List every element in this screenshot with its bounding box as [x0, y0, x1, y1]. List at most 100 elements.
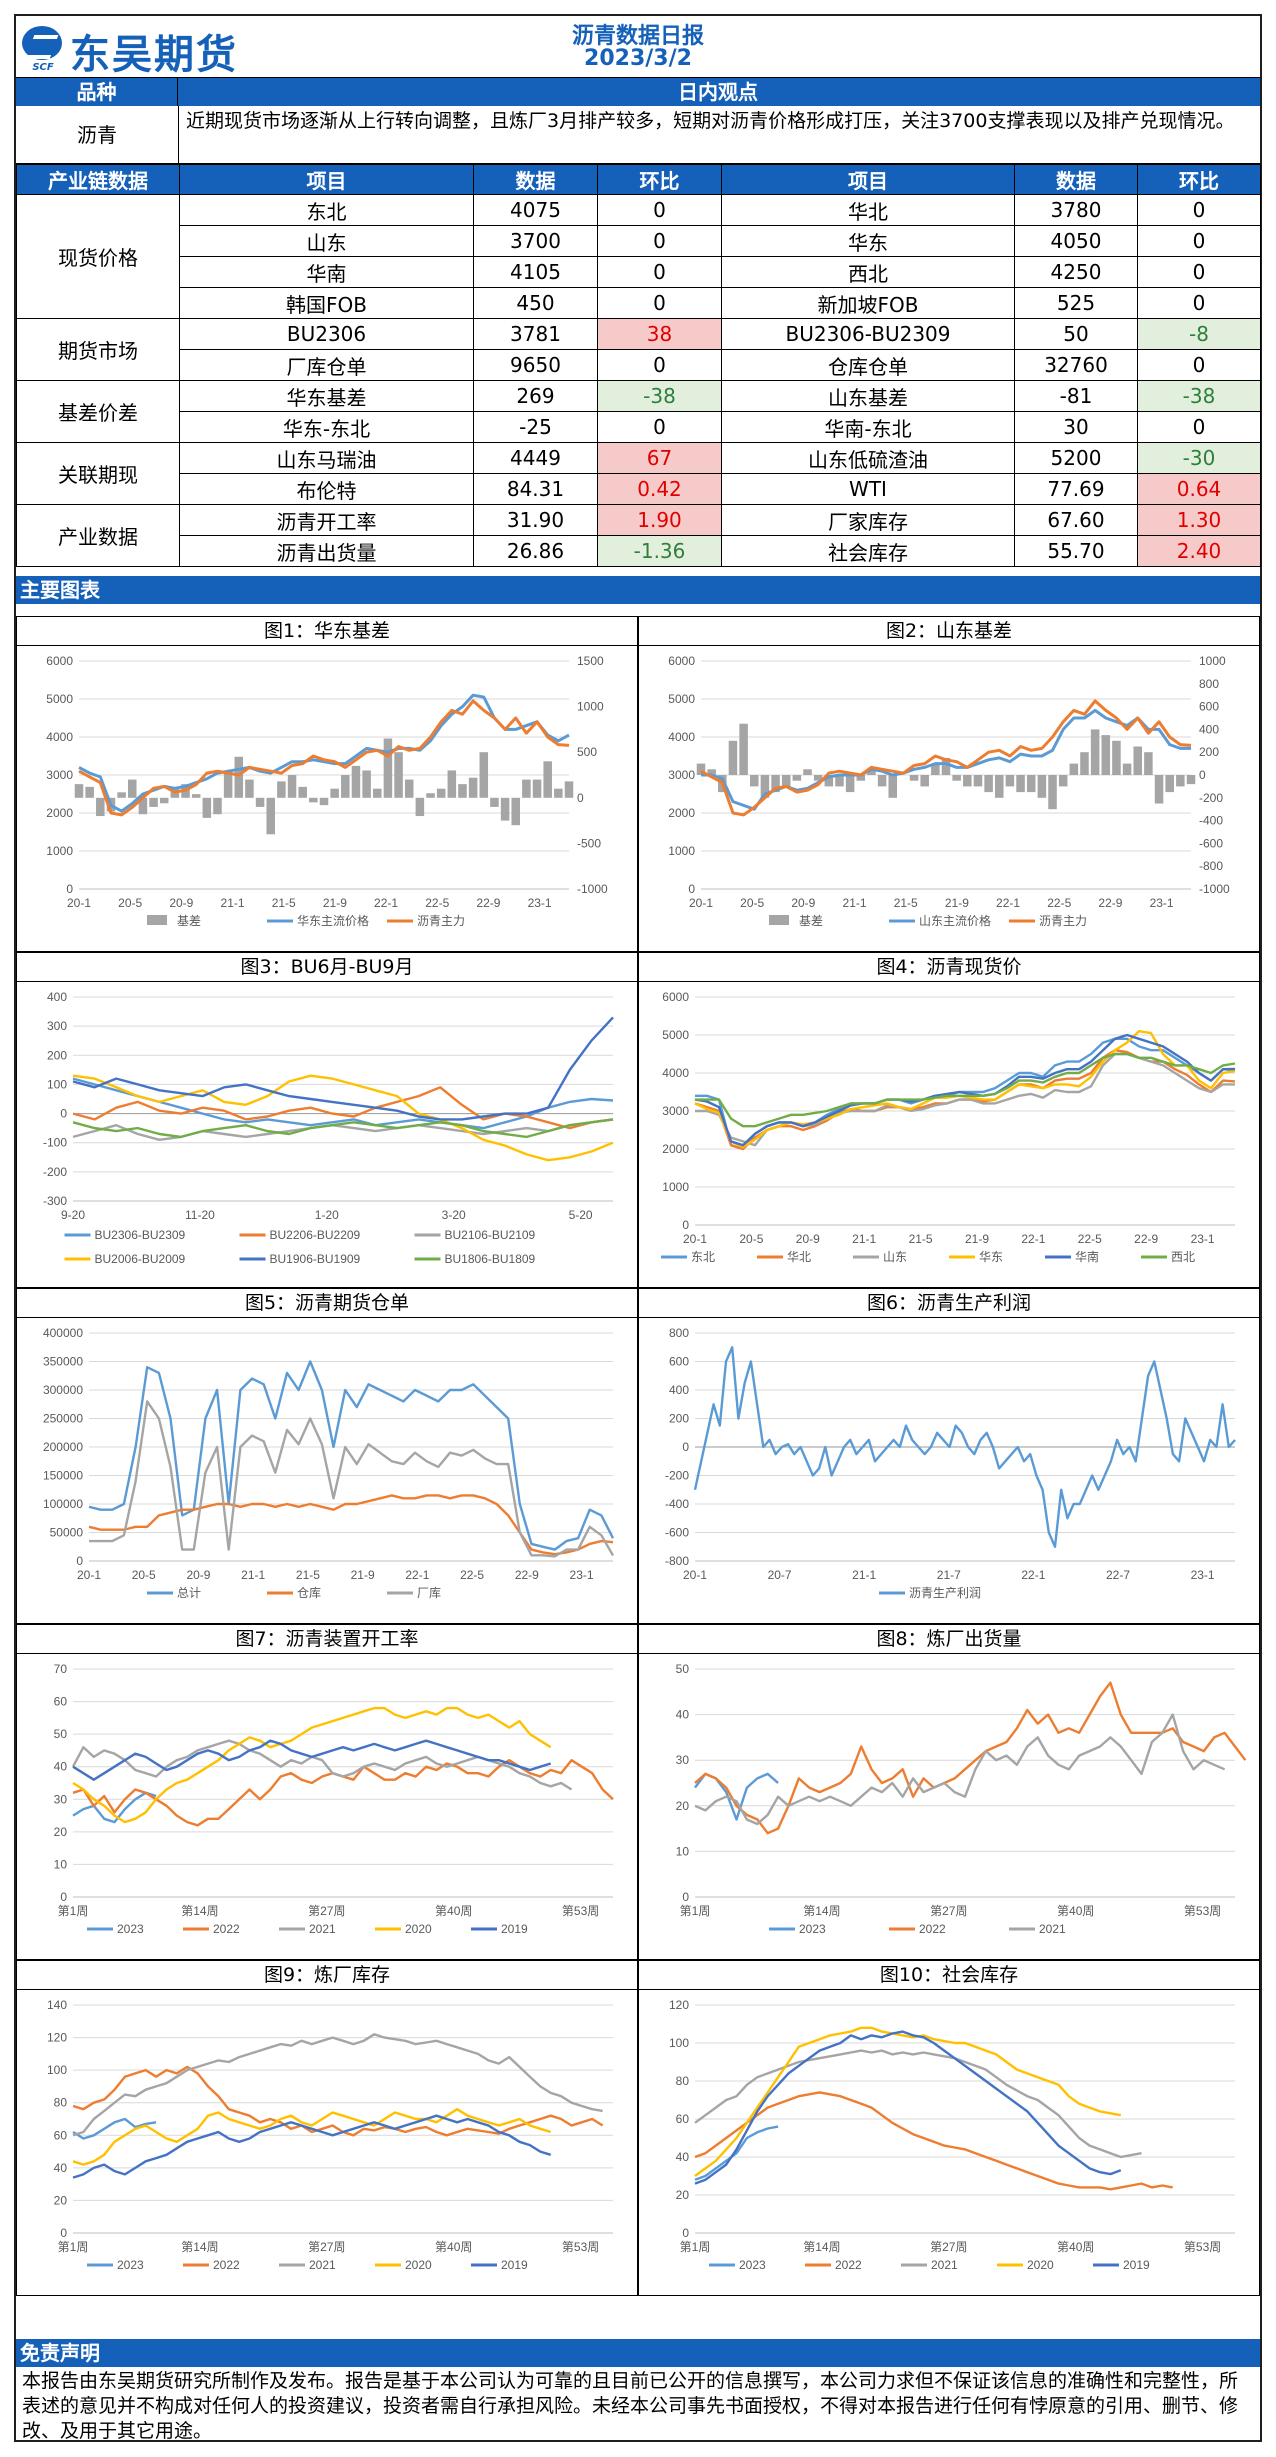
legend-item: 仓库 [267, 1585, 321, 1600]
chart-c5: 图5：沥青期货仓单 0 50000 100000 150000 200000 250000 3… [16, 1288, 638, 1624]
y-tick-label: 0 [76, 1554, 83, 1568]
y-tick-label: 20 [676, 1799, 690, 1813]
x-tick-label: 第1周 [58, 1904, 89, 1918]
y-tick-label: 120 [47, 2031, 67, 2045]
y-tick-label: 50 [54, 1727, 68, 1741]
bar-mark [696, 763, 706, 775]
table-row: 山东 3700 0 华东 4050 0 [17, 225, 1261, 257]
table-row: 华南 4105 0 西北 4250 0 [17, 256, 1261, 288]
series-line [71, 1739, 573, 1791]
change-cell: -38 [597, 380, 722, 412]
bar-mark [500, 797, 510, 821]
legend-item: BU2106-BU2109 [414, 1228, 536, 1242]
x-tick-label: 20-7 [768, 1568, 792, 1582]
series-line [72, 2107, 552, 2166]
group-name: 现货价格 [16, 194, 180, 319]
y-tick-label: -800 [665, 1554, 689, 1568]
x-tick-label: 22-9 [476, 896, 500, 910]
chart-svg: 0100020003000400050006000-1000-800-600-4… [668, 654, 1230, 928]
legend-label: 2023 [799, 1922, 826, 1936]
bar-mark [426, 793, 435, 798]
series-line [694, 1030, 1236, 1149]
x-tick-label: 20-9 [186, 1568, 210, 1582]
x-tick-label: 22-5 [1078, 1232, 1102, 1246]
y-tick-label: -100 [43, 1136, 67, 1150]
bar-mark [803, 769, 812, 775]
y-tick-label: 200000 [43, 1440, 83, 1454]
value-cell: 269 [473, 380, 598, 412]
y-tick-label: 3000 [662, 1104, 689, 1118]
chart-title: 图2：山东基差 [639, 617, 1259, 646]
change-cell: 0.64 [1137, 473, 1261, 505]
y-tick-label: 1000 [668, 844, 695, 858]
bar-mark [159, 797, 169, 804]
x-tick-label: 11-20 [185, 1208, 215, 1222]
legend-item: 2020 [997, 2258, 1054, 2272]
legend-label: 2019 [1123, 2258, 1150, 2272]
item-cell: 山东低硫渣油 [721, 442, 1015, 474]
chart-title: 图7：沥青装置开工率 [17, 1625, 637, 1654]
bar-mark [458, 784, 467, 798]
y-tick-label: 20 [54, 2193, 68, 2207]
item-cell: 东北 [179, 194, 474, 226]
legend-label: BU2206-BU2209 [270, 1228, 361, 1242]
intraday-product: 沥青 [16, 106, 179, 164]
y-tick-label: -200 [665, 1469, 689, 1483]
series-line [694, 2026, 1122, 2177]
x-tick-label: 第53周 [562, 1904, 599, 1918]
legend-label: 华南 [1075, 1249, 1099, 1264]
legend-item: 基差 [147, 914, 201, 928]
change-cell: 0 [597, 287, 722, 319]
x-tick-label: 21-7 [937, 1568, 961, 1582]
legend-label: 华东主流价格 [297, 913, 369, 928]
item-cell: 厂库仓单 [179, 349, 474, 381]
table-header: 项目 [179, 164, 474, 195]
x-tick-label: 第27周 [308, 2240, 345, 2254]
legend-label: 山东 [883, 1250, 907, 1264]
disclaimer-header: 免责声明 [16, 2339, 1260, 2367]
change-cell: 0 [597, 194, 722, 226]
bar-mark [781, 775, 791, 787]
bar-mark [707, 769, 716, 775]
legend-item: 2021 [901, 2258, 958, 2272]
legend-label: 基差 [799, 914, 823, 928]
y2-tick-label: 0 [577, 791, 584, 805]
y-tick-label: 40 [676, 2150, 690, 2164]
x-tick-label: 23-1 [1191, 1232, 1215, 1246]
bar-mark [1122, 763, 1132, 775]
legend-label: 西北 [1171, 1250, 1195, 1264]
chart-svg: 0 1000 2000 3000 4000 5000 6000 20-1 20-5 20-9 21-… [661, 990, 1236, 1264]
change-cell: 0 [1137, 287, 1261, 319]
bar-mark [931, 763, 940, 775]
series-line [700, 699, 1192, 817]
bar-mark [909, 775, 919, 781]
bar-mark [309, 797, 318, 803]
x-tick-label: 第40周 [1057, 2240, 1094, 2254]
x-tick-label: 第27周 [930, 2240, 967, 2254]
y-tick-label: 2000 [662, 1142, 689, 1156]
x-tick-label: 22-5 [425, 896, 449, 910]
bar-mark [234, 756, 244, 798]
legend-label: 2022 [835, 2258, 862, 2272]
chart-c1: 图1：华东基差 0 1000 2000 3000 4000 5000 6000 -1000 -50… [16, 616, 638, 952]
bar-mark [255, 797, 265, 807]
value-cell: 67.60 [1014, 504, 1138, 536]
y-tick-label: 0 [60, 1107, 67, 1121]
table-row: 关联期现 山东马瑞油 4449 67 山东低硫渣油 5200 -30 [16, 442, 1261, 505]
x-tick-label: 第14周 [803, 1904, 840, 1918]
change-cell: -38 [1137, 380, 1261, 412]
legend-item: 华东 [949, 1250, 1003, 1264]
series-line [72, 1016, 614, 1121]
x-tick-label: 22-1 [374, 896, 398, 910]
bar-mark [1176, 775, 1185, 787]
y2-tick-label: -800 [1199, 859, 1223, 873]
bar-mark [341, 775, 350, 798]
series-line [72, 2065, 604, 2137]
chart-title: 图5：沥青期货仓单 [17, 1289, 637, 1318]
legend-item: 2022 [183, 2258, 240, 2272]
legend-label: 山东主流价格 [919, 913, 991, 928]
chart-svg: 0 20 40 60 80 100 120 第1周 第14周 第27周 第40周 第53周 2023 20… [669, 1998, 1235, 2272]
y2-tick-label: 600 [1199, 700, 1219, 714]
series-line [694, 1772, 779, 1821]
table-header: 数据 [473, 164, 598, 195]
